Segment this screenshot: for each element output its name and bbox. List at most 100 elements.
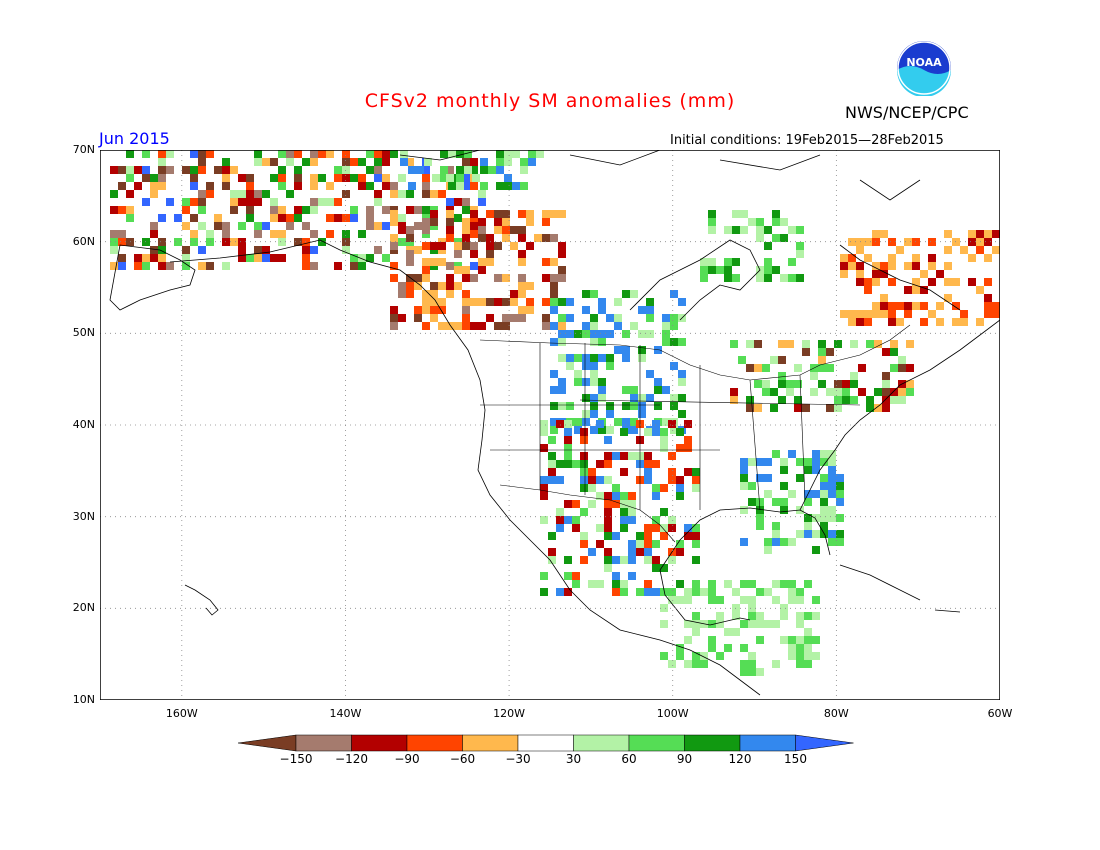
map-title: CFSv2 monthly SM anomalies (mm): [364, 90, 736, 112]
anomaly-cell: [118, 238, 126, 246]
anomaly-cell: [836, 490, 844, 498]
anomaly-cell: [350, 206, 358, 214]
anomaly-cell: [462, 290, 470, 298]
anomaly-cell: [740, 466, 748, 474]
anomaly-cell: [638, 410, 646, 418]
anomaly-cell: [582, 354, 590, 362]
anomaly-cell: [198, 166, 206, 174]
anomaly-cell: [582, 330, 590, 338]
anomaly-cell: [732, 258, 740, 266]
anomaly-cell: [238, 190, 246, 198]
anomaly-cell: [446, 262, 454, 270]
anomaly-cell: [652, 524, 660, 532]
anomaly-cell: [872, 310, 880, 318]
anomaly-cell: [462, 158, 470, 166]
anomaly-cell: [390, 242, 398, 250]
anomaly-cell: [992, 246, 1000, 254]
anomaly-cell: [334, 198, 342, 206]
anomaly-cell: [764, 588, 772, 596]
anomaly-cell: [510, 242, 518, 250]
anomaly-cell: [606, 330, 614, 338]
anomaly-cell: [630, 402, 638, 410]
anomaly-cell: [446, 174, 454, 182]
anomaly-cell: [118, 230, 126, 238]
anomaly-cell: [628, 508, 636, 516]
anomaly-cell: [540, 492, 548, 500]
anomaly-cell: [550, 306, 558, 314]
anomaly-cell: [526, 306, 534, 314]
anomaly-cell: [772, 218, 780, 226]
anomaly-cell: [496, 158, 504, 166]
anomaly-cell: [254, 246, 262, 254]
anomaly-cell: [692, 660, 700, 668]
anomaly-cell: [684, 620, 692, 628]
anomaly-cell: [350, 174, 358, 182]
anomaly-cell: [812, 636, 820, 644]
anomaly-cell: [764, 474, 772, 482]
anomaly-cell: [780, 636, 788, 644]
anomaly-cell: [518, 258, 526, 266]
anomaly-cell: [692, 652, 700, 660]
anomaly-cell: [342, 166, 350, 174]
anomaly-cell: [350, 262, 358, 270]
anomaly-cell: [772, 580, 780, 588]
anomaly-cell: [676, 444, 684, 452]
anomaly-cell: [558, 338, 566, 346]
anomaly-cell: [724, 258, 732, 266]
anomaly-cell: [406, 274, 414, 282]
anomaly-cell: [604, 436, 612, 444]
anomaly-cell: [614, 298, 622, 306]
anomaly-cell: [446, 210, 454, 218]
anomaly-cell: [598, 378, 606, 386]
anomaly-cell: [254, 190, 262, 198]
anomaly-cell: [158, 182, 166, 190]
anomaly-cell: [198, 150, 206, 158]
anomaly-cell: [390, 182, 398, 190]
anomaly-cell: [596, 580, 604, 588]
anomaly-cell: [764, 258, 772, 266]
anomaly-cell: [580, 468, 588, 476]
anomaly-cell: [848, 238, 856, 246]
anomaly-cell: [660, 484, 668, 492]
anomaly-cell: [904, 302, 912, 310]
anomaly-cell: [558, 210, 566, 218]
coastlines: [109, 150, 1000, 696]
anomaly-cell: [754, 404, 762, 412]
anomaly-cell: [478, 198, 486, 206]
anomaly-cell: [936, 318, 944, 326]
lon-label: 120W: [493, 707, 526, 720]
anomaly-cell: [724, 266, 732, 274]
anomaly-cell: [818, 340, 826, 348]
anomaly-cell: [644, 580, 652, 588]
anomaly-cell: [206, 190, 214, 198]
anomaly-cell: [764, 546, 772, 554]
anomaly-cell: [880, 262, 888, 270]
anomaly-cell: [818, 364, 826, 372]
anomaly-cell: [904, 238, 912, 246]
anomaly-cell: [342, 214, 350, 222]
anomaly-cell: [662, 322, 670, 330]
anomaly-cell: [654, 402, 662, 410]
anomaly-cell: [654, 378, 662, 386]
legend-swatch: [295, 734, 352, 752]
anomaly-cell: [890, 340, 898, 348]
anomaly-cell: [646, 306, 654, 314]
anomaly-cell: [150, 182, 158, 190]
anomaly-cell: [740, 482, 748, 490]
anomaly-cell: [620, 428, 628, 436]
anomaly-cell: [398, 174, 406, 182]
anomaly-cell: [390, 218, 398, 226]
anomaly-cell: [732, 210, 740, 218]
anomaly-cell: [166, 262, 174, 270]
anomaly-cell: [796, 636, 804, 644]
legend-label: −60: [449, 752, 476, 766]
anomaly-cell: [708, 258, 716, 266]
anomaly-cell: [788, 636, 796, 644]
anomaly-cell: [564, 436, 572, 444]
anomaly-cell: [684, 436, 692, 444]
anomaly-cell: [730, 388, 738, 396]
anomaly-cell: [564, 444, 572, 452]
anomaly-cell: [872, 278, 880, 286]
anomaly-cell: [254, 254, 262, 262]
anomaly-cell: [254, 222, 262, 230]
